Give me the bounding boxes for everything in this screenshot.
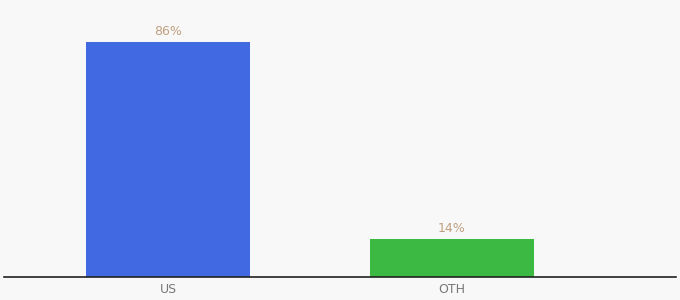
Bar [86, 42, 250, 277]
Bar [370, 239, 534, 277]
Text: 14%: 14% [438, 222, 466, 235]
Text: 86%: 86% [154, 25, 182, 38]
